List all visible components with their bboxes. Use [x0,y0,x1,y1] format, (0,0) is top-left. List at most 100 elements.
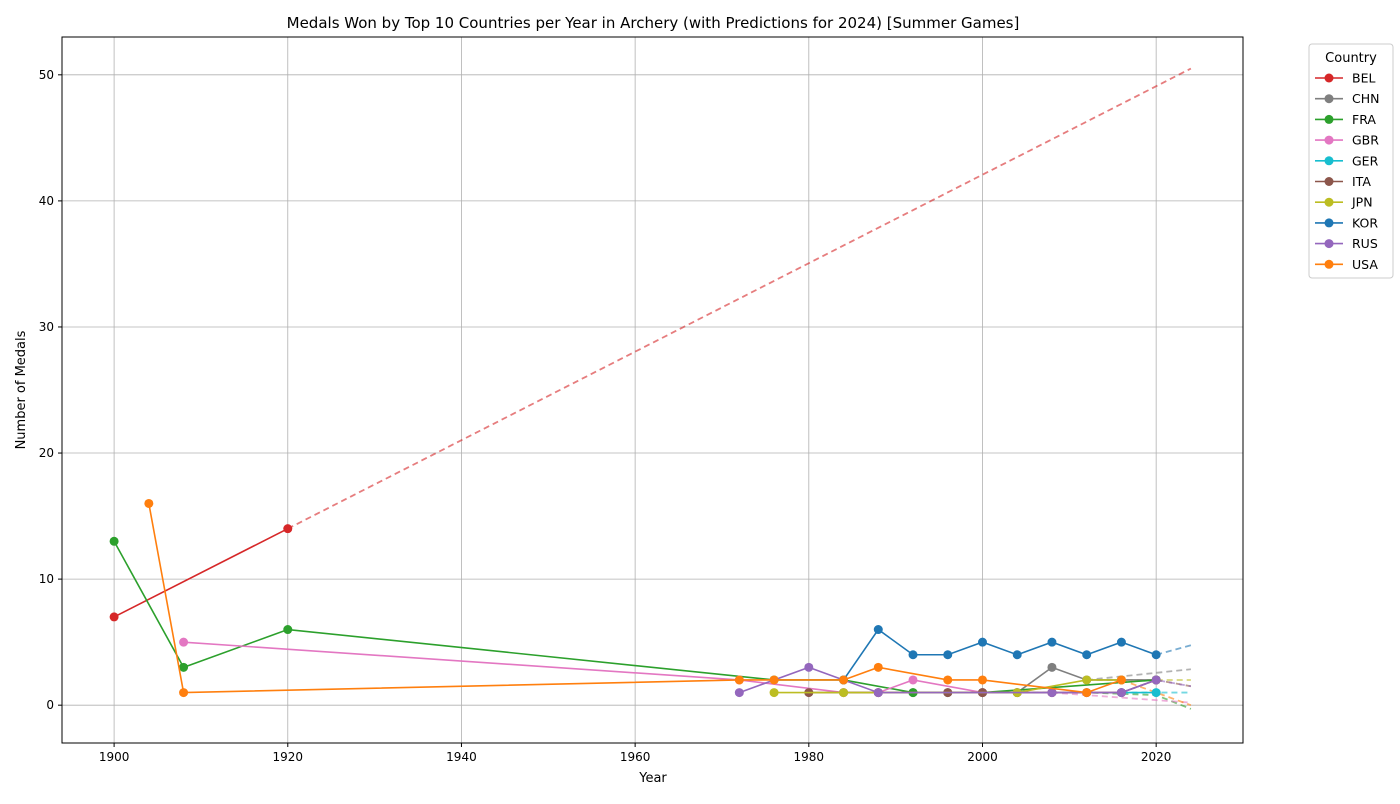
data-point-usa [1116,675,1126,685]
legend-swatch-marker [1324,94,1334,104]
data-point-usa [144,498,154,508]
data-point-kor [908,650,918,660]
legend-label-ita: ITA [1352,174,1371,189]
legend-item-kor: KOR [1315,215,1378,230]
data-point-usa [839,675,849,685]
data-point-rus [873,688,883,698]
legend-item-ger: GER [1315,153,1379,168]
y-tick-label: 10 [39,572,54,586]
legend-label-ger: GER [1352,153,1379,168]
data-point-ger [1151,688,1161,698]
data-point-rus [1116,688,1126,698]
legend-swatch-marker [1324,135,1334,145]
legend-item-bel: BEL [1315,71,1375,86]
series-line-rus [739,666,1157,694]
legend-item-gbr: GBR [1315,133,1379,148]
data-point-chn [1047,662,1057,672]
legend-label-rus: RUS [1352,236,1378,251]
legend-swatch-marker [1324,156,1334,166]
y-axis-label: Number of Medals [14,330,29,449]
series-line-usa [148,503,1122,694]
data-point-usa [873,662,883,672]
legend-label-fra: FRA [1352,112,1376,127]
legend-item-usa: USA [1315,257,1378,272]
prediction-line-bel [287,67,1192,530]
prediction-line-chn [1086,668,1191,681]
data-point-kor [1151,650,1161,660]
data-point-usa [769,675,779,685]
series-lines [109,498,1161,698]
y-tick-label: 40 [39,194,54,208]
legend-label-bel: BEL [1352,71,1375,86]
legend-item-ita: ITA [1315,174,1371,189]
legend-swatch-marker [1324,239,1334,249]
x-tick-label: 1940 [446,750,477,764]
plot-frame [61,36,1244,744]
legend-swatch-marker [1324,259,1334,269]
x-tick-label: 1960 [620,750,651,764]
data-point-rus [1151,675,1161,685]
legend-item-rus: RUS [1315,236,1378,251]
series-usa [144,498,1126,698]
legend-title: Country [1325,51,1377,66]
x-tick-label: 1980 [794,750,825,764]
data-point-usa [734,675,744,685]
x-axis-label: Year [638,771,667,786]
series-rus [734,662,1161,698]
data-point-usa [943,675,953,685]
data-point-jpn [769,688,779,698]
legend-label-jpn: JPN [1351,195,1373,210]
legend-swatch-marker [1324,177,1334,186]
data-point-kor [873,625,883,635]
series-line-kor [842,628,1157,681]
data-point-jpn [839,688,849,698]
data-point-gbr [908,675,918,685]
prediction-line-gbr [1051,691,1191,704]
data-point-usa [1082,688,1092,698]
data-point-kor [977,637,987,647]
y-tick-label: 20 [39,446,54,460]
series-bel [109,524,293,622]
prediction-lines [287,67,1192,710]
data-point-bel [283,524,293,534]
data-point-kor [1082,650,1092,660]
legend-item-jpn: JPN [1315,195,1373,210]
data-point-rus [804,662,814,672]
data-point-rus [1047,688,1057,698]
data-point-kor [1012,650,1022,660]
data-point-usa [977,675,987,685]
legend: Country BEL CHN FRA GBR GER ITA JPN KOR RUS USA [1308,43,1394,279]
data-point-usa [179,688,189,698]
legend-swatch-marker [1324,73,1334,83]
data-point-kor [1116,637,1126,647]
legend-label-kor: KOR [1352,215,1378,230]
chart-title: Medals Won by Top 10 Countries per Year … [287,14,1020,32]
legend-items: BEL CHN FRA GBR GER ITA JPN KOR RUS USA [1315,71,1379,272]
legend-item-chn: CHN [1315,91,1379,106]
data-point-kor [943,650,953,660]
grid-layer [62,37,1243,743]
x-tick-label: 2000 [967,750,998,764]
series-line-bel [113,527,289,618]
legend-item-fra: FRA [1315,112,1376,127]
y-tick-label: 50 [39,68,54,82]
data-point-fra [283,625,293,635]
legend-label-usa: USA [1352,257,1378,272]
legend-swatch-marker [1324,114,1334,124]
data-point-gbr [179,637,189,647]
data-point-kor [1047,637,1057,647]
x-tick-label: 2020 [1141,750,1172,764]
axes-layer: 1900 1920 1940 1960 1980 2000 2020 0 10 20 30 40 50 [39,68,1172,764]
data-point-jpn [1082,675,1092,685]
legend-swatch-marker [1324,218,1334,228]
legend-label-chn: CHN [1352,91,1379,106]
data-point-fra [109,536,119,546]
data-point-bel [109,612,119,622]
legend-label-gbr: GBR [1352,133,1379,148]
x-tick-label: 1900 [99,750,130,764]
x-tick-label: 1920 [273,750,304,764]
data-point-fra [179,662,189,672]
y-tick-label: 0 [46,698,54,712]
data-point-rus [734,688,744,698]
